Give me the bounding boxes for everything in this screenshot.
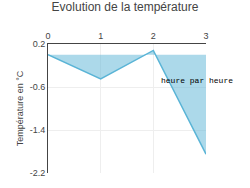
svg-text:1: 1 <box>98 31 103 41</box>
svg-text:-0.6: -0.6 <box>30 82 46 92</box>
svg-text:3: 3 <box>203 31 208 41</box>
svg-text:heure par heure: heure par heure <box>161 76 233 85</box>
svg-text:2: 2 <box>151 31 156 41</box>
svg-text:0.2: 0.2 <box>33 39 46 49</box>
svg-text:Température en °C: Température en °C <box>15 70 25 146</box>
svg-text:-2.2: -2.2 <box>30 168 46 178</box>
svg-text:Evolution de la température: Evolution de la température <box>52 0 199 14</box>
svg-text:-1.4: -1.4 <box>30 125 46 135</box>
svg-text:0: 0 <box>45 31 50 41</box>
